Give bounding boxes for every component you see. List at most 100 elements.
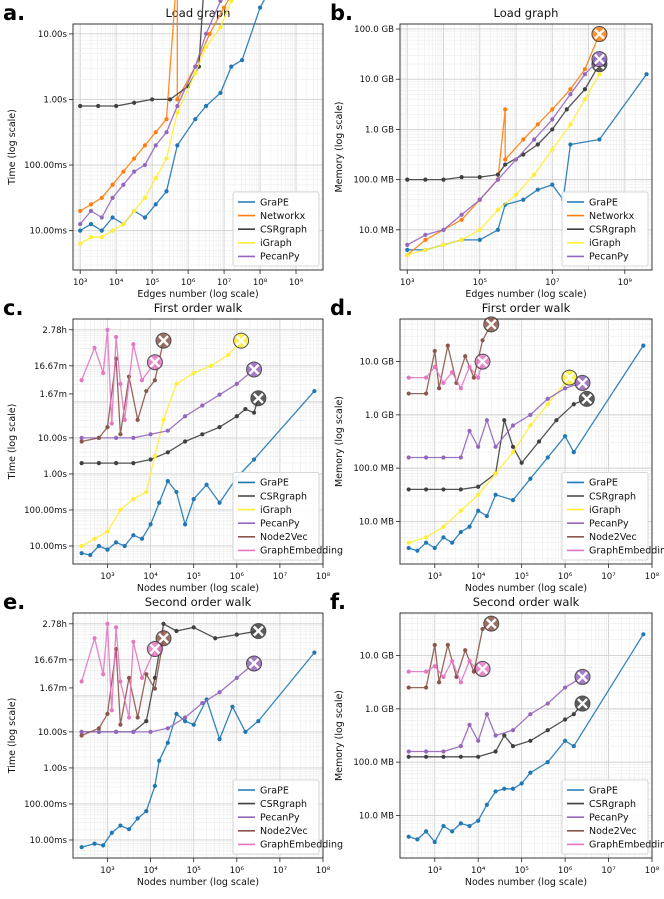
- panel-b: 10³ 10⁵ 10⁷ 10⁹ 10.0 MB 100.0 MB 1.0 GB 10.0 GB…: [330, 1, 653, 300]
- data-point: [521, 137, 526, 142]
- data-point: [458, 744, 463, 749]
- data-point: [114, 461, 119, 466]
- data-point: [109, 708, 114, 713]
- legend-label: GraphEmbedding: [589, 546, 664, 557]
- data-point: [109, 421, 114, 426]
- data-point: [467, 428, 472, 433]
- data-point: [131, 435, 136, 440]
- timeout-cross-icon: [485, 618, 497, 630]
- timeout-cross-icon: [477, 356, 488, 367]
- data-point: [118, 507, 123, 513]
- data-point: [142, 143, 148, 148]
- data-point: [174, 381, 179, 386]
- data-point: [441, 535, 446, 540]
- data-point: [126, 827, 132, 832]
- data-point: [144, 388, 149, 394]
- data-point: [459, 237, 464, 242]
- data-point: [450, 370, 455, 375]
- data-point: [142, 195, 148, 200]
- data-point: [535, 142, 540, 147]
- data-point: [144, 672, 149, 677]
- data-point: [477, 237, 482, 242]
- x-tick-label: 10⁶: [558, 572, 573, 582]
- data-point: [165, 450, 170, 455]
- data-point: [568, 87, 573, 92]
- data-point: [480, 626, 485, 632]
- legend: GraPE Networkx CSRgraph iGraph PecanPy: [232, 191, 320, 267]
- data-point: [165, 428, 170, 433]
- data-point: [571, 744, 576, 749]
- data-point: [121, 182, 126, 187]
- data-point: [441, 754, 446, 759]
- data-point: [476, 444, 481, 449]
- data-point: [92, 841, 97, 846]
- data-point: [79, 378, 84, 383]
- data-point: [118, 432, 123, 437]
- data-point: [644, 72, 649, 77]
- timeout-cross-icon: [149, 643, 161, 655]
- data-point: [423, 237, 428, 242]
- data-point: [312, 650, 317, 655]
- data-point: [218, 0, 223, 4]
- panel-f: 10³ 10⁴ 10⁵ 10⁶ 10⁷ 10⁸ 10.0 MB 100.0 MB 1.0 GB 1…: [330, 590, 664, 888]
- data-point: [121, 221, 126, 227]
- x-tick-label: 10⁵: [514, 572, 529, 582]
- data-point: [99, 228, 104, 233]
- series-pecanpy: [78, 0, 223, 227]
- y-tick-label: 1.00s: [43, 470, 67, 480]
- panel-label: f.: [330, 590, 346, 614]
- data-point: [423, 540, 429, 545]
- data-point: [503, 162, 508, 167]
- timeout-cross-icon: [577, 698, 588, 709]
- data-point: [503, 157, 508, 162]
- data-point: [174, 711, 179, 716]
- x-tick-label: 10⁷: [601, 572, 616, 582]
- data-point: [79, 679, 84, 684]
- data-point: [165, 726, 170, 731]
- series-node2vec: [406, 615, 500, 690]
- legend-label: GraPE: [589, 197, 618, 208]
- data-point: [126, 675, 132, 680]
- data-point: [405, 177, 410, 182]
- data-point: [406, 540, 411, 545]
- x-tick-label: 10³: [400, 278, 415, 288]
- panel-label: a.: [3, 1, 25, 25]
- data-point: [510, 728, 516, 733]
- plot-frame: [399, 318, 653, 565]
- panel-label: c.: [3, 296, 23, 320]
- legend-label: iGraph: [260, 238, 292, 249]
- data-point: [161, 621, 166, 626]
- data-point: [144, 809, 149, 814]
- data-point: [96, 726, 101, 731]
- y-tick-label: 10.0 GB: [360, 358, 395, 368]
- legend-label: iGraph: [589, 238, 621, 249]
- y-tick-label: 1.0 GB: [365, 125, 394, 135]
- data-point: [92, 345, 97, 350]
- data-point: [493, 789, 498, 794]
- data-point: [243, 729, 248, 734]
- legend-label: GraPE: [260, 197, 289, 208]
- data-point: [493, 444, 498, 449]
- data-point: [493, 471, 498, 476]
- data-point: [96, 729, 101, 734]
- data-point: [142, 215, 148, 220]
- x-tick-label: 10⁴: [471, 572, 486, 582]
- data-point: [131, 497, 136, 502]
- data-point: [406, 487, 411, 492]
- x-tick-label: 10⁸: [253, 278, 268, 288]
- data-point: [484, 418, 489, 423]
- data-point: [78, 103, 83, 109]
- data-point: [568, 122, 573, 127]
- timeout-cross-icon: [477, 663, 488, 675]
- legend-label: CSRgraph: [260, 491, 307, 502]
- x-tick-label: 10⁴: [109, 278, 124, 288]
- data-point: [545, 396, 550, 401]
- data-point: [79, 435, 84, 440]
- data-point: [200, 403, 205, 408]
- timeout-cross-icon: [248, 658, 260, 669]
- x-tick-label: 10⁷: [545, 278, 560, 288]
- data-point: [545, 701, 550, 706]
- data-point: [441, 823, 446, 829]
- x-tick-label: 10⁶: [230, 866, 245, 876]
- data-point: [153, 143, 158, 148]
